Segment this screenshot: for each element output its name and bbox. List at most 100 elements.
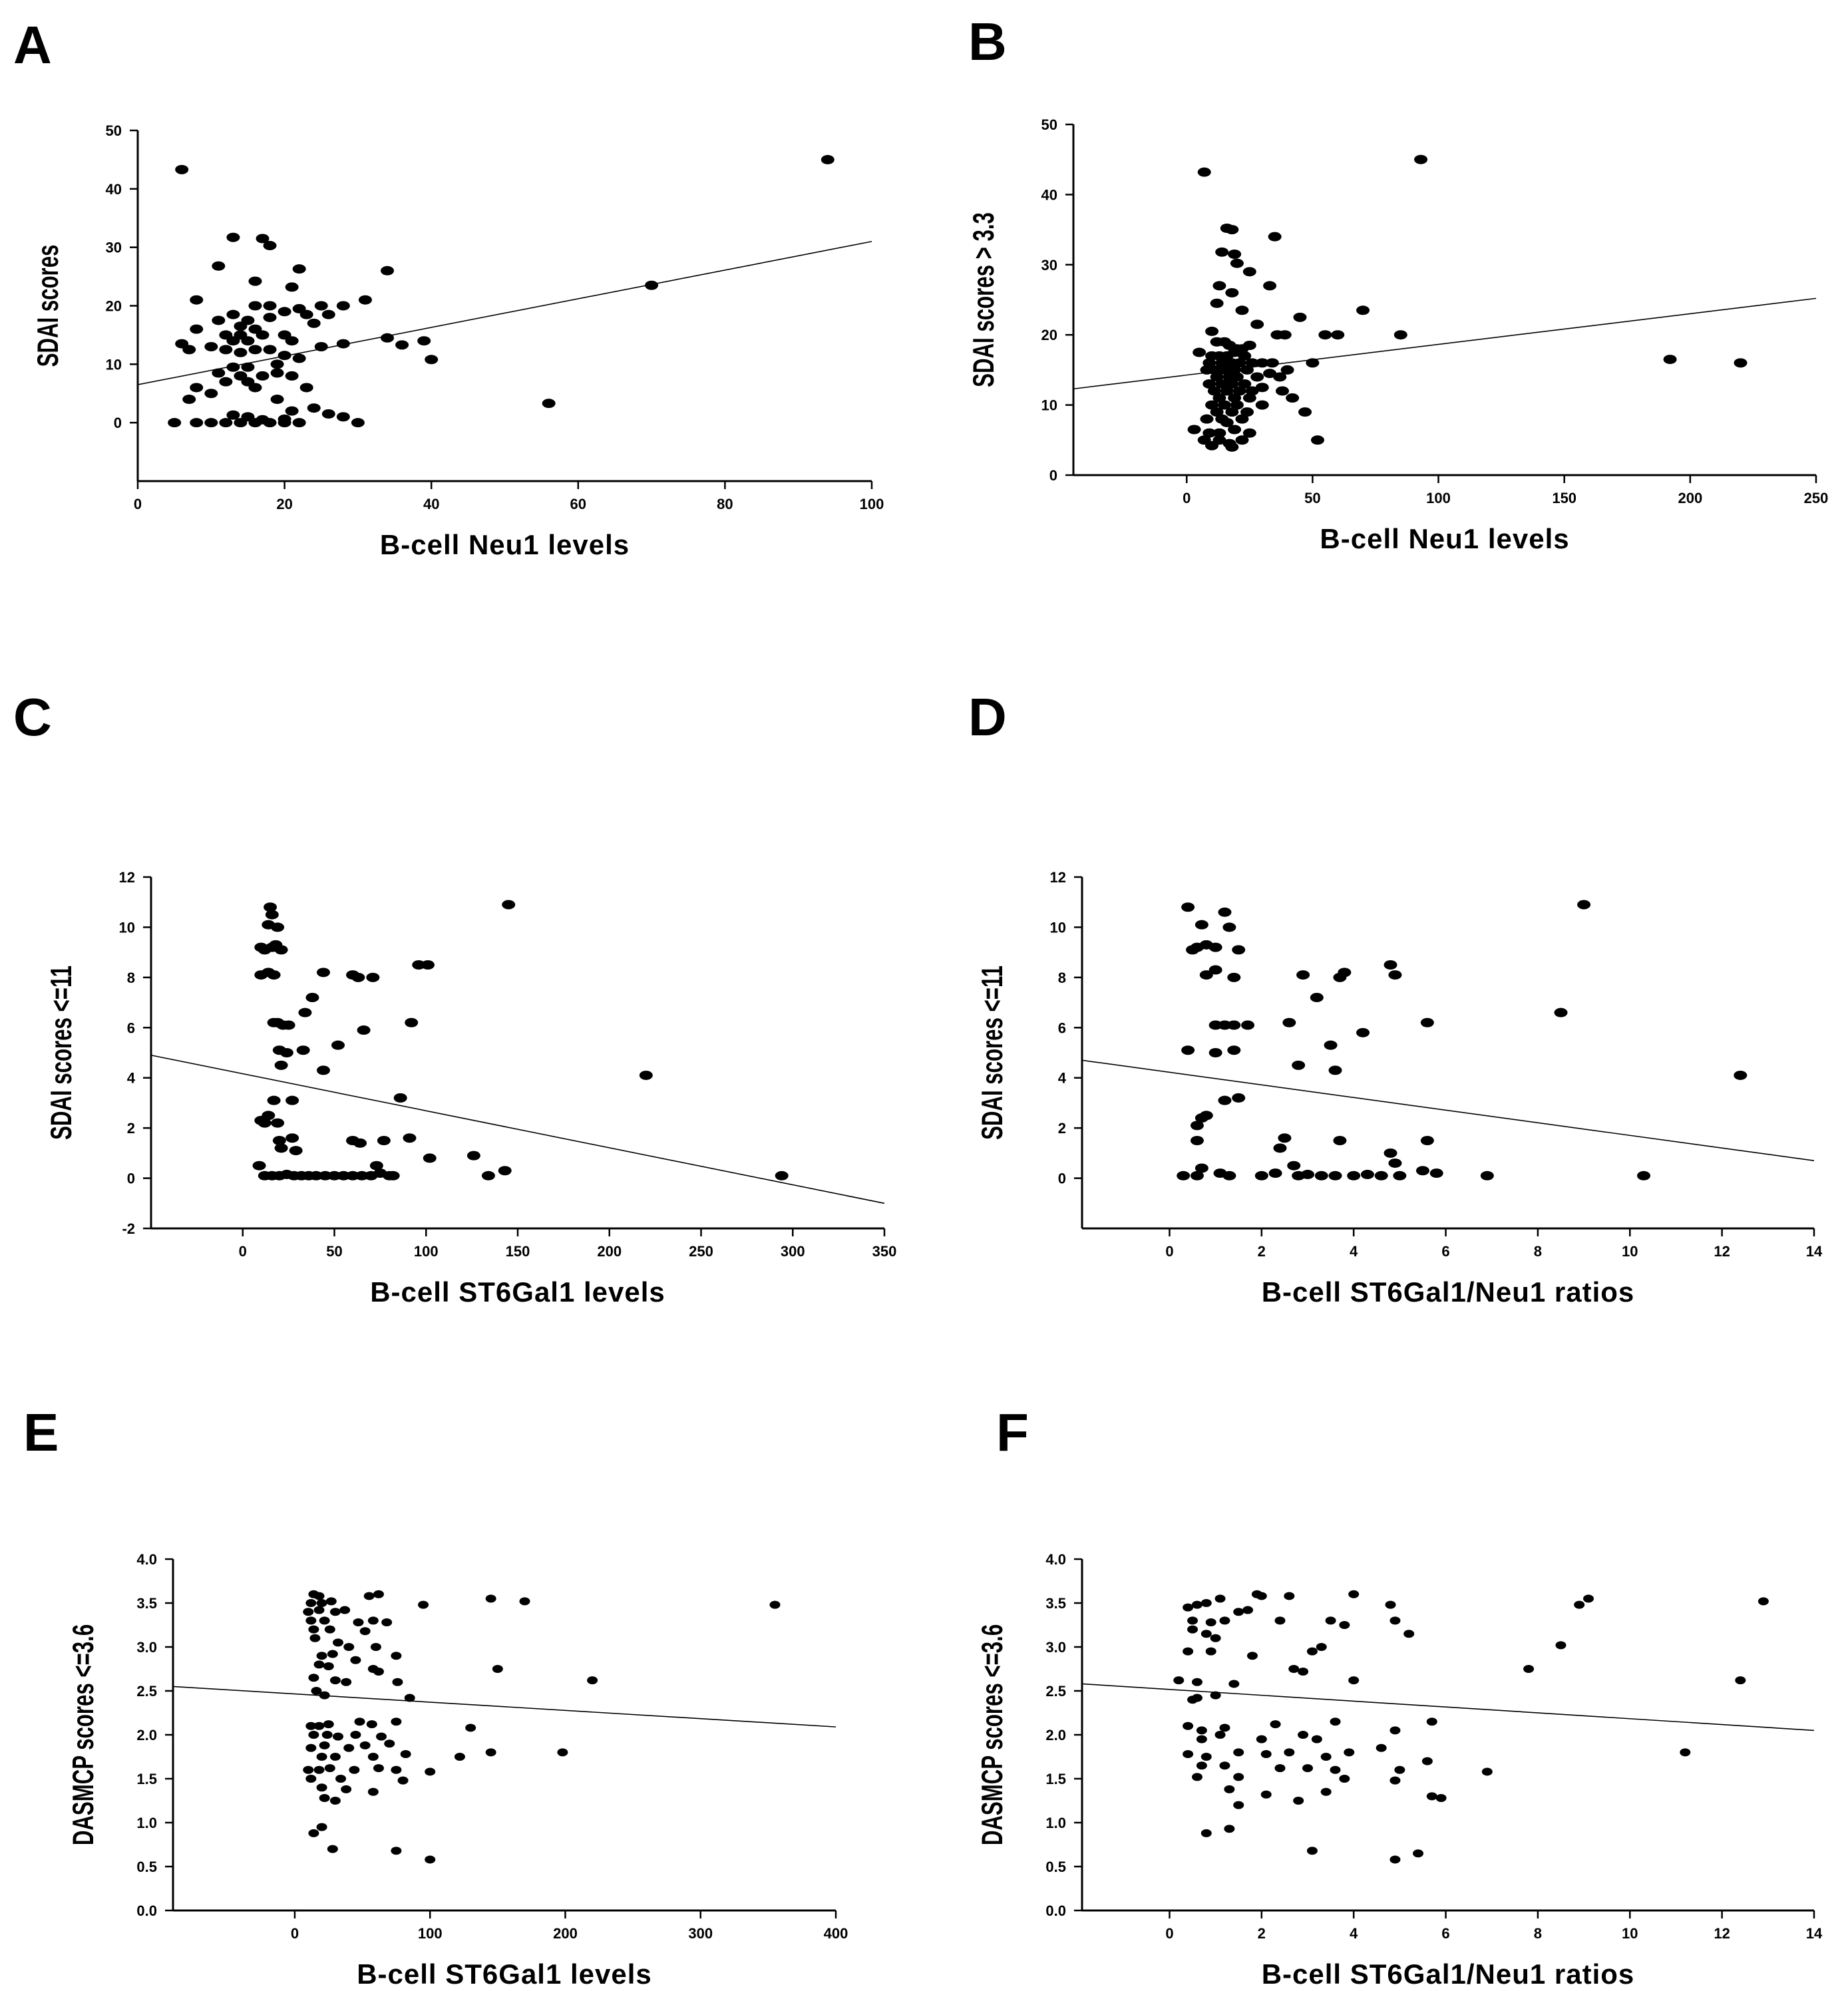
data-point <box>324 1764 335 1773</box>
data-point <box>316 1753 327 1761</box>
y-tick-label: 8 <box>1058 970 1066 986</box>
data-point <box>485 1748 496 1757</box>
data-point <box>1212 428 1226 438</box>
data-point <box>418 1600 429 1609</box>
data-point <box>1214 1731 1226 1739</box>
data-point <box>1232 358 1246 368</box>
data-point <box>1284 1748 1295 1757</box>
data-point <box>241 362 255 372</box>
x-tick-label: 0 <box>239 1243 247 1260</box>
data-point <box>377 1136 391 1145</box>
data-point <box>1273 1143 1287 1153</box>
data-point <box>1245 358 1259 368</box>
data-point <box>234 418 248 428</box>
data-point <box>262 1111 276 1121</box>
data-point <box>1255 358 1269 368</box>
data-point <box>1199 970 1213 980</box>
x-tick-label: 14 <box>1806 1243 1823 1260</box>
data-point <box>1208 942 1222 952</box>
data-point <box>1219 1616 1230 1625</box>
data-point <box>373 1590 384 1598</box>
data-point <box>285 406 299 416</box>
data-point <box>1183 1603 1194 1612</box>
data-point <box>1205 1647 1216 1656</box>
data-point <box>395 340 409 350</box>
data-point <box>1414 154 1428 164</box>
data-point <box>346 1171 360 1180</box>
data-point <box>272 1136 286 1145</box>
data-point <box>313 1765 325 1774</box>
data-point <box>1238 351 1252 361</box>
data-point <box>1255 400 1269 410</box>
data-point <box>263 345 277 355</box>
data-point <box>1187 425 1201 435</box>
data-point <box>190 383 204 393</box>
x-axis-label: B-cell ST6Gal1 levels <box>357 1958 652 1990</box>
data-point <box>332 1638 343 1647</box>
x-tick-label: 20 <box>276 496 292 512</box>
data-point <box>212 368 226 378</box>
data-point <box>1183 1721 1194 1730</box>
data-point <box>305 1599 317 1607</box>
data-point <box>1201 1829 1212 1837</box>
data-point <box>299 309 313 319</box>
data-point <box>1218 1095 1232 1105</box>
y-tick-label: 4 <box>127 1070 136 1087</box>
y-tick-label: 1.5 <box>1045 1771 1066 1787</box>
data-point <box>1292 1060 1306 1070</box>
x-tick-label: 10 <box>1622 1925 1638 1942</box>
x-tick-label: 10 <box>1622 1243 1638 1260</box>
data-point <box>307 318 321 328</box>
data-point <box>1325 1616 1336 1625</box>
y-tick-label: 50 <box>1041 116 1057 133</box>
data-point <box>331 1040 345 1050</box>
y-tick-label: 2.5 <box>136 1683 157 1700</box>
data-point <box>248 345 262 355</box>
data-point <box>1183 1647 1194 1656</box>
data-point <box>1242 428 1256 438</box>
data-point <box>1242 341 1256 351</box>
data-point <box>1663 355 1677 365</box>
data-point <box>1233 1608 1244 1616</box>
data-point <box>1420 1017 1434 1027</box>
data-point <box>1555 1641 1567 1650</box>
data-point <box>1523 1665 1535 1673</box>
data-point <box>1224 1825 1235 1833</box>
data-point <box>359 1627 371 1636</box>
data-point <box>1320 1787 1332 1796</box>
panel-b: B 0 50 100 150 200 250 0 10 20 30 40 50 B-cell Neu1 l… <box>968 12 1829 554</box>
data-point <box>1207 386 1221 396</box>
data-point <box>204 389 218 399</box>
regression-line <box>172 1686 836 1727</box>
x-tick-label: 2 <box>1258 1243 1266 1260</box>
data-point <box>314 341 328 351</box>
data-point <box>1273 372 1287 382</box>
data-point <box>226 309 240 319</box>
data-point <box>393 1093 407 1103</box>
data-point <box>285 1133 299 1143</box>
data-point <box>292 264 306 274</box>
data-point <box>381 1618 393 1627</box>
data-point <box>1225 287 1239 297</box>
data-point <box>309 1171 323 1180</box>
data-point <box>386 1171 400 1180</box>
data-point <box>264 902 277 912</box>
data-point <box>1205 400 1219 410</box>
data-point <box>258 1118 272 1128</box>
data-point <box>1394 1765 1405 1774</box>
data-point <box>557 1748 568 1757</box>
data-point <box>376 1732 387 1741</box>
data-point <box>1338 968 1352 978</box>
data-point <box>1356 305 1370 315</box>
data-point <box>367 1753 379 1761</box>
data-point <box>1230 258 1244 268</box>
x-tick-label: 60 <box>570 496 586 512</box>
data-point <box>319 1794 330 1803</box>
data-point <box>1306 1847 1318 1855</box>
data-point <box>248 418 262 428</box>
data-point <box>381 333 395 343</box>
data-point <box>1680 1748 1691 1757</box>
x-axis-label: B-cell Neu1 levels <box>380 529 630 560</box>
data-point <box>1735 1676 1746 1685</box>
x-tick-label: 8 <box>1534 1925 1542 1942</box>
